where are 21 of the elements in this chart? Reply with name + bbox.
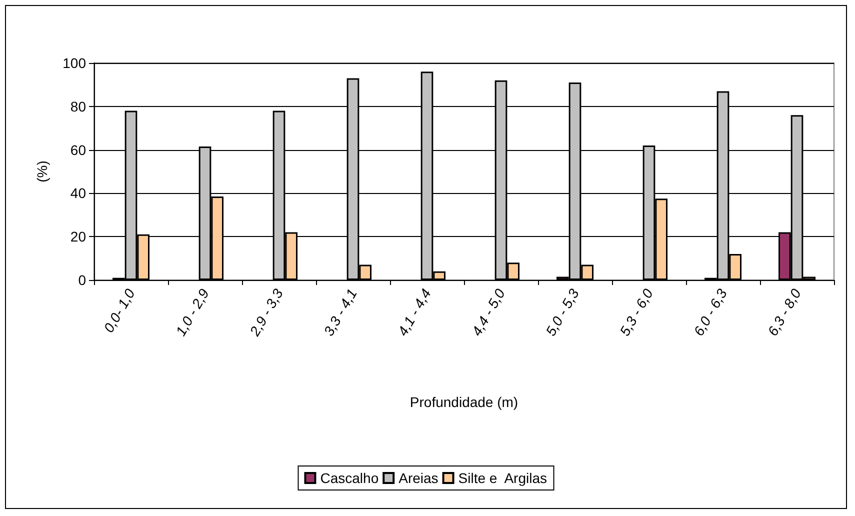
x-tick-label: 3,3 - 4,1	[320, 286, 360, 338]
y-tick-label: 40	[70, 185, 86, 202]
legend-label: Areias	[398, 470, 438, 486]
legend-label: Cascalho	[320, 470, 379, 486]
x-tick-label: 5,3 - 6,0	[616, 286, 656, 338]
x-axis-title: Profundidade (m)	[410, 394, 518, 410]
y-tick-label: 20	[70, 228, 86, 245]
y-tick-label: 100	[62, 55, 86, 71]
x-tick-label: 4,1 - 4,4	[394, 286, 434, 338]
x-tick-label: 6,0 - 6,3	[690, 286, 730, 338]
x-tick-label: 2,9 - 3,3	[246, 286, 286, 340]
y-tick-label: 80	[70, 98, 86, 114]
x-tick-label: 1,0 - 2,9	[172, 286, 212, 338]
y-tick-label: 0	[78, 272, 86, 288]
x-tick-label: 4,4 - 5,0	[468, 286, 508, 338]
legend-label: Silte e Argilas	[458, 470, 547, 486]
y-axis-title: (%)	[34, 160, 50, 182]
x-tick-label: 6,3 - 8,0	[764, 286, 804, 338]
x-tick-label: 0,0- 1,0	[100, 286, 138, 336]
x-tick-label: 5,0 - 5,3	[542, 286, 582, 338]
y-tick-label: 60	[70, 142, 86, 158]
